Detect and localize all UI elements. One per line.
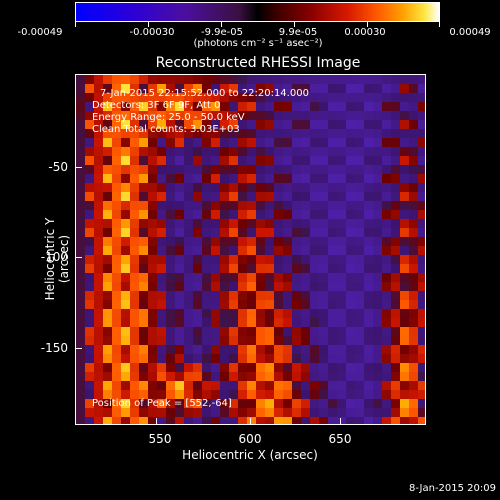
colorbar-units: (photons cm⁻² s⁻¹ asec⁻²) (193, 38, 323, 49)
y-tick-label: -150 (40, 341, 68, 355)
x-tick-label: 600 (238, 432, 262, 446)
y-tick-label: -100 (40, 250, 68, 264)
colorbar-tick-label: 0.00030 (344, 27, 386, 38)
colorbar-tick-label: -9.9e-05 (201, 27, 243, 38)
image-panel (75, 74, 426, 425)
x-tick-label: 650 (328, 432, 352, 446)
y-tick-label: -50 (48, 160, 68, 174)
y-axis-title: Heliocentric Y (arcsec) (43, 217, 71, 301)
colorbar-tick-label: 9.9e-05 (278, 27, 318, 38)
time-range-text: 7-Jan-2015 22:15:52.000 to 22:20:14.000 (100, 88, 309, 99)
colorbar-tick-label: -0.00030 (129, 27, 175, 38)
x-tick-label: 550 (148, 432, 172, 446)
counts-text: Clean Total counts: 3.03E+03 (92, 124, 240, 135)
energy-range-text: Energy Range: 25.0 - 50.0 keV (92, 112, 245, 123)
plot-title: Reconstructed RHESSI Image (155, 55, 361, 71)
detectors-text: Detectors: 3F 6F 9F, Att 0 (92, 100, 221, 111)
x-axis-title: Heliocentric X (arcsec) (182, 448, 318, 462)
colorbar-tick-label: 0.00049 (449, 27, 491, 38)
colorbar (75, 2, 440, 22)
peak-position-text: Position of Peak = [552,-64] (92, 398, 232, 409)
colorbar-tick-label: -0.00049 (17, 27, 63, 38)
reconstructed-image (76, 75, 425, 424)
timestamp: 8-Jan-2015 20:09 (409, 483, 496, 494)
